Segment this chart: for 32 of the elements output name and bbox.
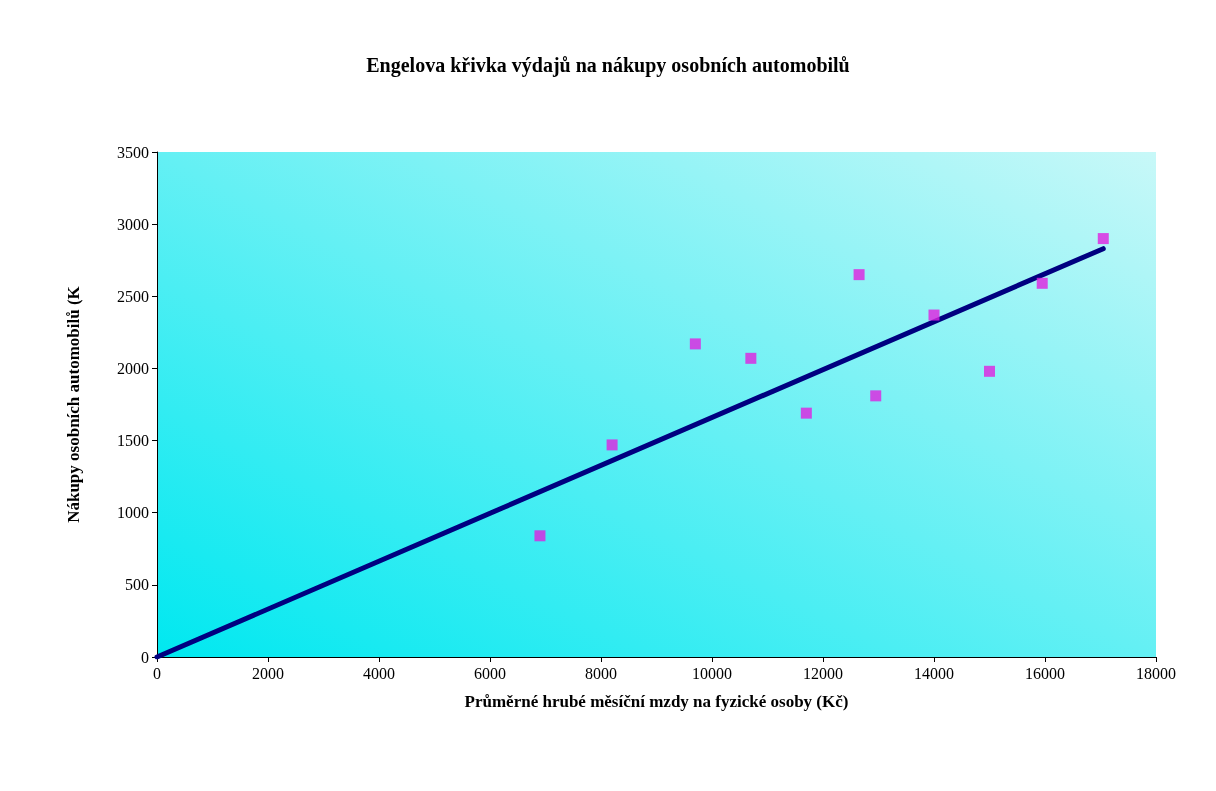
y-tick-label: 0 — [141, 648, 149, 666]
point — [870, 390, 882, 402]
x-tick-label: 18000 — [1136, 664, 1176, 682]
y-tick-label: 2000 — [117, 359, 149, 377]
chart-title: Engelova křivka výdajů na nákupy osobních automobilů — [366, 54, 850, 77]
y-axis-title: Nákupy osobních automobilů (K — [64, 285, 83, 523]
x-tick-label: 6000 — [474, 664, 506, 682]
y-tick-label: 3500 — [117, 143, 149, 161]
point — [1036, 277, 1048, 289]
point — [928, 309, 940, 321]
x-tick-label: 0 — [153, 664, 161, 682]
x-tick-label: 4000 — [363, 664, 395, 682]
x-tick-label: 14000 — [914, 664, 954, 682]
y-tick-label: 1000 — [117, 504, 149, 522]
x-tick-label: 2000 — [252, 664, 284, 682]
point — [689, 338, 701, 350]
point — [1097, 233, 1109, 245]
point — [853, 269, 865, 281]
x-axis-title: Průměrné hrubé měsíční mzdy na fyzické osoby (Kč) — [464, 692, 849, 711]
x-tick-label: 12000 — [803, 664, 843, 682]
y-tick-label: 2500 — [117, 287, 149, 305]
point — [606, 439, 618, 451]
y-tick-label: 3000 — [117, 215, 149, 233]
point — [984, 365, 995, 377]
point — [800, 407, 812, 419]
x-tick-label: 16000 — [1025, 664, 1065, 682]
point — [534, 530, 546, 542]
y-tick-label: 1500 — [117, 432, 149, 450]
y-tick-label: 500 — [125, 576, 149, 594]
x-tick-label: 8000 — [585, 664, 617, 682]
point — [745, 352, 757, 364]
x-tick-label: 10000 — [692, 664, 732, 682]
